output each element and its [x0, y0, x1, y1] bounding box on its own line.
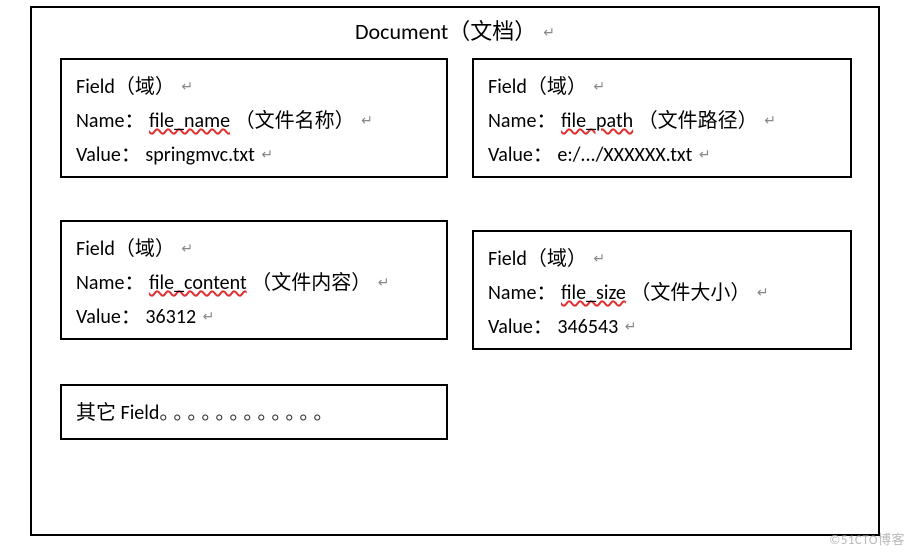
document-title-text: Document（文档）: [355, 18, 536, 45]
field-name-row: Name： file_path （文件路径） ↵: [488, 104, 836, 138]
field-box-file-content: Field（域） ↵ Name： file_content （文件内容） ↵ V…: [60, 220, 448, 340]
field-name-value: file_size: [561, 281, 626, 305]
field-name-row: Name： file_size （文件大小） ↵: [488, 276, 836, 310]
field-header: Field（域） ↵: [488, 70, 836, 104]
field-value: 346543: [557, 315, 618, 339]
document-box: Document（文档） ↵ Field（域） ↵ Name： file_nam…: [30, 6, 880, 536]
field-name-value: file_name: [149, 109, 230, 133]
field-name-value: file_content: [149, 271, 247, 295]
field-value: springmvc.txt: [145, 143, 254, 167]
field-box-other: 其它 Field。。。。。。。。。。。。: [60, 384, 448, 440]
field-value-row: Value： 346543 ↵: [488, 310, 836, 344]
field-value-row: Value： e:/.../XXXXXX.txt ↵: [488, 138, 836, 172]
field-box-file-path: Field（域） ↵ Name： file_path （文件路径） ↵ Valu…: [472, 58, 852, 178]
field-header: Field（域） ↵: [76, 70, 432, 104]
field-header: Field（域） ↵: [488, 242, 836, 276]
field-value: 36312: [145, 305, 196, 329]
fields-grid: Field（域） ↵ Name： file_name （文件名称） ↵ Valu…: [32, 50, 878, 520]
other-fields-dots: 。。。。。。。。。。。。: [159, 401, 337, 425]
field-value-row: Value： 36312 ↵: [76, 300, 432, 334]
field-name-row: Name： file_name （文件名称） ↵: [76, 104, 432, 138]
field-value: e:/.../XXXXXX.txt: [557, 143, 692, 167]
field-value-row: Value： springmvc.txt ↵: [76, 138, 432, 172]
field-name-value: file_path: [561, 109, 633, 133]
field-header: Field（域） ↵: [76, 232, 432, 266]
return-mark: ↵: [541, 24, 555, 41]
field-name-row: Name： file_content （文件内容） ↵: [76, 266, 432, 300]
field-box-file-name: Field（域） ↵ Name： file_name （文件名称） ↵ Valu…: [60, 58, 448, 178]
document-title: Document（文档） ↵: [32, 8, 878, 50]
field-box-file-size: Field（域） ↵ Name： file_size （文件大小） ↵ Valu…: [472, 230, 852, 350]
other-fields-label: 其它 Field: [76, 401, 159, 425]
watermark-text: ©51CTO博客: [829, 529, 905, 548]
